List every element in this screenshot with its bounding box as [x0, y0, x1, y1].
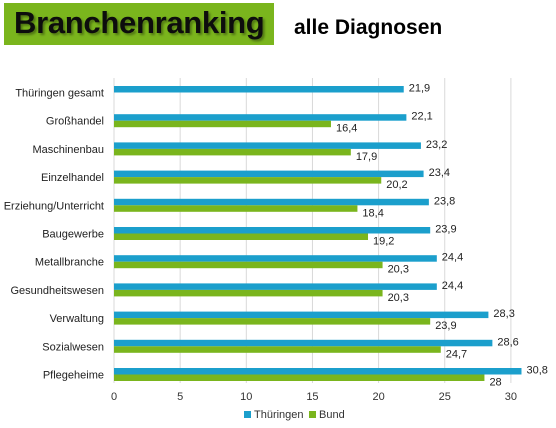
category-label: Sozialwesen — [42, 341, 104, 353]
legend-label: Bund — [319, 409, 345, 421]
category-label: Baugewerbe — [42, 229, 104, 241]
bar-bund — [114, 120, 331, 128]
data-label: 23,2 — [426, 139, 447, 151]
bar-thueringen — [114, 227, 431, 234]
category-label: Großhandel — [46, 116, 104, 128]
x-tick-label: 20 — [372, 391, 384, 403]
x-tick-label: 0 — [111, 391, 117, 403]
data-label: 20,3 — [388, 264, 409, 276]
data-label: 23,4 — [429, 167, 450, 179]
data-label: 21,9 — [409, 83, 430, 95]
category-label: Maschinenbau — [32, 144, 104, 156]
page-subtitle: alle Diagnosen — [294, 16, 443, 39]
data-label: 16,4 — [336, 123, 357, 135]
data-label: 20,3 — [388, 292, 409, 304]
data-label: 24,7 — [446, 348, 467, 360]
data-label: 19,2 — [373, 236, 394, 248]
page-title: Branchenranking — [14, 5, 265, 40]
category-label: Verwaltung — [50, 313, 104, 325]
bar-bund — [114, 318, 431, 325]
x-tick-label: 15 — [306, 391, 318, 403]
data-label: 23,9 — [435, 320, 456, 332]
data-label: 30,8 — [526, 365, 547, 377]
bar-thueringen — [114, 255, 437, 262]
bar-bund — [114, 205, 358, 212]
title-banner: Branchenranking — [4, 3, 274, 45]
legend-swatch — [309, 411, 316, 418]
data-label: 28,3 — [493, 308, 514, 320]
bar-thueringen — [114, 339, 493, 347]
category-label: Thüringen gesamt — [15, 88, 104, 100]
bar-thueringen — [114, 142, 421, 149]
bar-bund — [114, 233, 369, 240]
x-tick-label: 5 — [177, 391, 183, 403]
data-label: 23,8 — [434, 195, 455, 207]
legend-label: Thüringen — [254, 409, 304, 421]
data-label: 23,9 — [435, 224, 456, 236]
bar-thueringen — [114, 170, 424, 178]
x-tick-label: 10 — [240, 391, 252, 403]
bar-thueringen — [114, 114, 407, 121]
data-label: 17,9 — [356, 151, 377, 163]
data-label: 28,6 — [497, 336, 518, 348]
bar-thueringen — [114, 283, 437, 290]
legend-swatch — [244, 411, 251, 418]
data-label: 18,4 — [362, 207, 383, 219]
x-tick-label: 30 — [505, 391, 517, 403]
data-label: 20,2 — [386, 179, 407, 191]
bar-bund — [114, 346, 441, 353]
bar-thueringen — [114, 198, 429, 206]
bar-bund — [114, 374, 485, 381]
category-label: Gesundheitswesen — [10, 285, 104, 297]
bar-bund — [114, 261, 383, 269]
bar-bund — [114, 148, 351, 156]
x-tick-label: 25 — [439, 391, 451, 403]
bar-bund — [114, 289, 383, 297]
bar-thueringen — [114, 86, 404, 93]
category-label: Pflegeheime — [43, 370, 104, 382]
bar-thueringen — [114, 368, 522, 375]
category-label: Metallbranche — [35, 257, 104, 269]
category-label: Einzelhandel — [41, 172, 104, 184]
bar-bund — [114, 177, 382, 184]
data-label: 28 — [489, 377, 501, 389]
category-label: Erziehung/Unterricht — [4, 200, 104, 212]
data-label: 24,4 — [442, 280, 463, 292]
bar-thueringen — [114, 311, 489, 319]
data-label: 24,4 — [442, 252, 463, 264]
data-label: 22,1 — [411, 111, 432, 123]
